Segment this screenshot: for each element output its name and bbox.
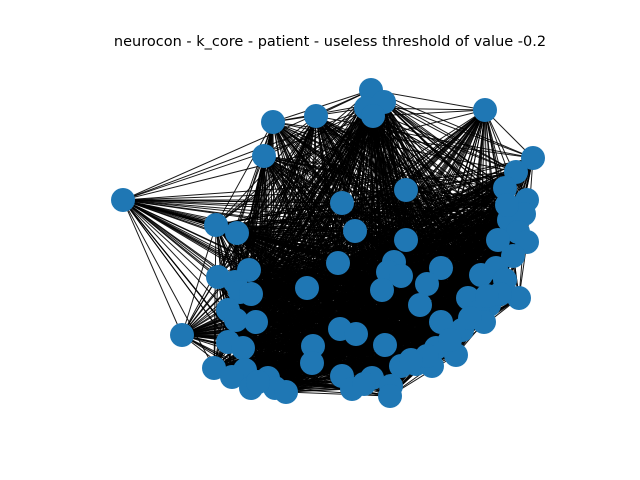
graph-node bbox=[408, 293, 432, 317]
graph-edge bbox=[236, 230, 356, 234]
nodes bbox=[111, 78, 545, 408]
graph-edge bbox=[122, 199, 183, 336]
graph-edge bbox=[250, 204, 508, 295]
graph-node bbox=[389, 264, 413, 288]
figure-title: neurocon - k_core - patient - useless th… bbox=[113, 34, 547, 50]
graph-node bbox=[415, 272, 439, 296]
graph-node bbox=[204, 213, 228, 237]
graph-edge bbox=[215, 204, 508, 226]
graph-node bbox=[330, 191, 354, 215]
graph-node bbox=[252, 144, 276, 168]
graph-edge bbox=[351, 204, 508, 390]
graph-edge bbox=[257, 239, 499, 383]
graph-node bbox=[458, 306, 482, 330]
graph-node bbox=[521, 146, 545, 170]
edges bbox=[122, 89, 534, 397]
graph-edge bbox=[315, 115, 534, 159]
graph-node bbox=[231, 336, 255, 360]
graph-node bbox=[326, 251, 350, 275]
graph-node bbox=[495, 193, 519, 217]
graph-node bbox=[225, 221, 249, 245]
graph-node bbox=[378, 384, 402, 408]
graph-edge bbox=[405, 189, 508, 206]
graph-node bbox=[344, 322, 368, 346]
graph-edge bbox=[341, 109, 486, 204]
graph-node bbox=[429, 256, 453, 280]
graph-edge bbox=[181, 281, 236, 336]
graph-edge bbox=[285, 391, 391, 397]
graph-edge bbox=[370, 89, 534, 159]
graph-edge bbox=[213, 224, 217, 369]
graph-node bbox=[220, 365, 244, 389]
graph-edge bbox=[213, 317, 471, 369]
graph-edge bbox=[257, 295, 488, 383]
graph-node bbox=[486, 228, 510, 252]
graph-node bbox=[438, 328, 462, 352]
graph-node bbox=[246, 370, 270, 394]
graph-node bbox=[301, 334, 325, 358]
graph-edge bbox=[122, 189, 407, 201]
graph-node bbox=[394, 178, 418, 202]
graph-edge bbox=[250, 339, 451, 389]
graph-node bbox=[343, 219, 367, 243]
graph-node bbox=[394, 228, 418, 252]
graph-node bbox=[373, 333, 397, 357]
graph-edge bbox=[272, 121, 517, 173]
graph-edge bbox=[231, 239, 499, 378]
graph-edge bbox=[213, 204, 508, 369]
graph-edge bbox=[372, 109, 486, 117]
graph-edge bbox=[239, 204, 508, 293]
graph-edge bbox=[257, 339, 451, 383]
graph-edge bbox=[227, 204, 508, 311]
graph-node bbox=[295, 276, 319, 300]
graph-edge bbox=[235, 204, 508, 321]
graph-edge bbox=[242, 204, 508, 349]
graph-node bbox=[170, 323, 194, 347]
graph-edge bbox=[263, 155, 506, 189]
graph-node bbox=[300, 351, 324, 375]
graph-node bbox=[111, 188, 135, 212]
graph-node bbox=[352, 372, 376, 396]
graph-edge bbox=[227, 204, 508, 343]
graph-node bbox=[261, 110, 285, 134]
graph-edge bbox=[410, 239, 499, 361]
graph-node bbox=[361, 104, 385, 128]
graph-node bbox=[507, 286, 531, 310]
graph-node bbox=[475, 284, 499, 308]
graph-edge bbox=[122, 109, 486, 201]
graph-node bbox=[429, 310, 453, 334]
graph-edge bbox=[236, 187, 506, 234]
graph-edge bbox=[181, 224, 217, 336]
graph-node bbox=[239, 282, 263, 306]
graph-edge bbox=[122, 89, 372, 201]
graph-node bbox=[244, 310, 268, 334]
graph-edge bbox=[339, 204, 508, 330]
graph-edge bbox=[227, 239, 499, 343]
graph-edge bbox=[236, 121, 274, 234]
graph-node bbox=[370, 278, 394, 302]
graph-node bbox=[274, 380, 298, 404]
graph-node bbox=[501, 244, 525, 268]
graph-edge bbox=[248, 239, 407, 271]
graph-node bbox=[304, 104, 328, 128]
graph-node bbox=[399, 348, 423, 372]
graph-node bbox=[473, 98, 497, 122]
graph-edge bbox=[122, 171, 517, 201]
graph-node bbox=[202, 356, 226, 380]
graph-node bbox=[224, 308, 248, 332]
graph-edge bbox=[383, 101, 506, 189]
